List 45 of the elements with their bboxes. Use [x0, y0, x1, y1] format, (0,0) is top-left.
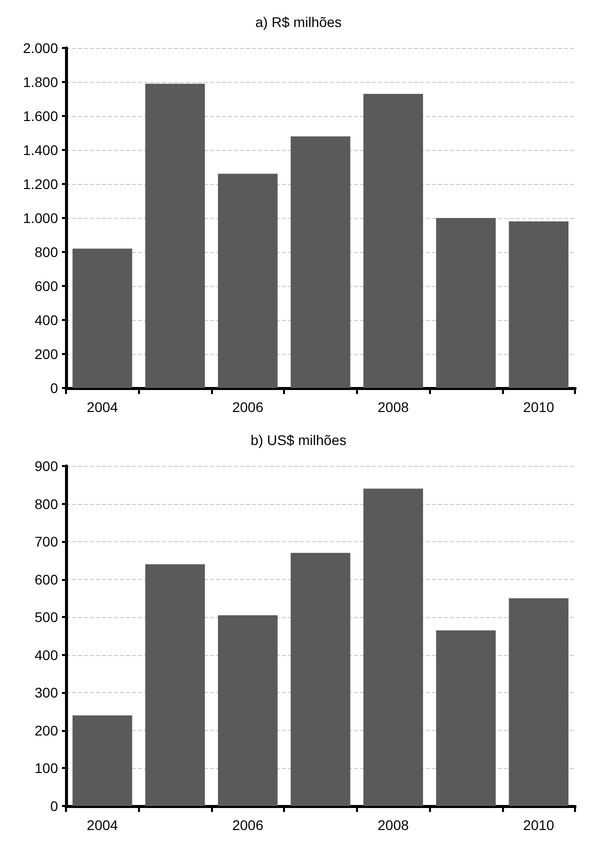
x-tick-label: 2010 [523, 817, 554, 833]
y-tick-label: 1.000 [22, 210, 58, 226]
x-tick-label: 2010 [523, 399, 554, 415]
bar [508, 221, 568, 388]
y-tick-label: 100 [34, 760, 58, 776]
bar [218, 615, 278, 806]
bar [363, 488, 424, 806]
bar [436, 630, 496, 806]
y-tick-label: 1.600 [22, 108, 58, 124]
x-tick-label: 2008 [378, 399, 409, 415]
y-tick-label: 800 [34, 496, 58, 512]
y-tick-label: 1.200 [22, 176, 58, 192]
bar [290, 552, 350, 806]
y-tick-label: 700 [34, 534, 58, 550]
bar [508, 598, 568, 806]
y-tick-label: 1.800 [22, 74, 58, 90]
chart-title: a) R$ milhões [255, 14, 342, 30]
chart-title: b) US$ milhões [250, 432, 346, 448]
y-tick-label: 300 [34, 684, 58, 701]
x-tick-label: 2006 [232, 817, 264, 833]
bar [363, 94, 424, 388]
y-tick-label: 400 [34, 646, 58, 663]
bar [290, 136, 350, 388]
y-tick-label: 0 [50, 798, 58, 814]
y-tick-label: 200 [34, 346, 58, 362]
y-tick-label: 1.400 [22, 142, 58, 158]
bar [72, 248, 132, 388]
y-tick-label: 500 [34, 609, 58, 626]
bar [145, 84, 205, 388]
y-tick-label: 600 [34, 571, 58, 588]
y-tick-label: 600 [34, 278, 58, 294]
bar [145, 564, 205, 806]
y-tick-label: 800 [34, 244, 58, 260]
y-tick-label: 0 [50, 380, 58, 396]
bar [436, 218, 496, 388]
bar [72, 715, 132, 806]
x-tick-label: 2006 [232, 399, 264, 415]
y-tick-label: 2.000 [22, 40, 58, 56]
x-tick-label: 2004 [86, 817, 118, 833]
bar [218, 174, 278, 388]
x-tick-label: 2004 [86, 399, 118, 415]
y-tick-label: 400 [34, 312, 58, 328]
x-tick-label: 2008 [378, 817, 409, 833]
y-tick-label: 200 [34, 722, 58, 738]
y-tick-label: 900 [34, 458, 58, 474]
